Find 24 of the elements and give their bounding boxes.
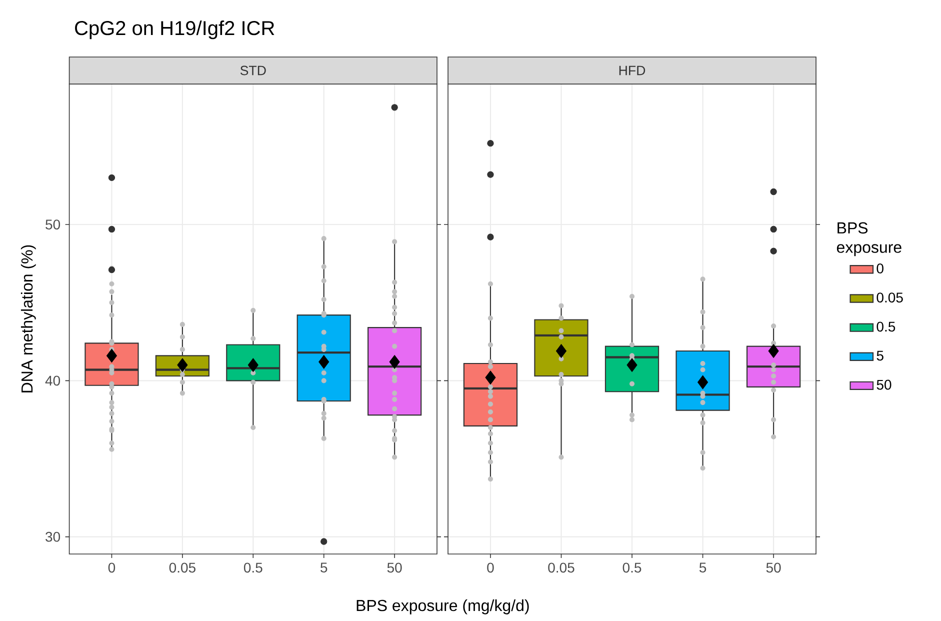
x-tick-label: 0.05 bbox=[548, 562, 574, 573]
x-tick-label: 5 bbox=[699, 562, 706, 572]
legend-label: 0.05 bbox=[876, 292, 903, 303]
legend-title: BPS exposure bbox=[836, 222, 902, 256]
x-tick-label: 0.5 bbox=[622, 562, 642, 573]
y-tick-label: 30 bbox=[46, 532, 60, 542]
x-tick-label: 0 bbox=[108, 562, 116, 573]
x-tick-label: 0.05 bbox=[169, 562, 196, 573]
x-tick-label: 50 bbox=[387, 562, 402, 573]
x-axis-title: BPS exposure (mg/kg/d) bbox=[356, 599, 529, 614]
legend-label: 0 bbox=[876, 264, 884, 274]
y-axis-title: DNA methylation (%) bbox=[20, 245, 36, 392]
legend-label: 50 bbox=[876, 380, 892, 390]
x-tick-label: 5 bbox=[320, 562, 328, 572]
y-tick-label: 40 bbox=[45, 376, 60, 386]
legend-label: 0.5 bbox=[876, 322, 896, 332]
chart-subtitle: HFD bbox=[619, 66, 646, 76]
x-tick-label: 0.5 bbox=[244, 562, 262, 573]
legend-label: 5 bbox=[876, 350, 884, 361]
chart-title: CpG2 on H19/Igf2 ICR bbox=[75, 20, 274, 40]
x-tick-label: 0 bbox=[487, 562, 494, 573]
x-tick-label: 50 bbox=[766, 562, 781, 573]
y-tick-label: 50 bbox=[46, 220, 60, 230]
chart-subtitle: STD bbox=[240, 66, 266, 76]
